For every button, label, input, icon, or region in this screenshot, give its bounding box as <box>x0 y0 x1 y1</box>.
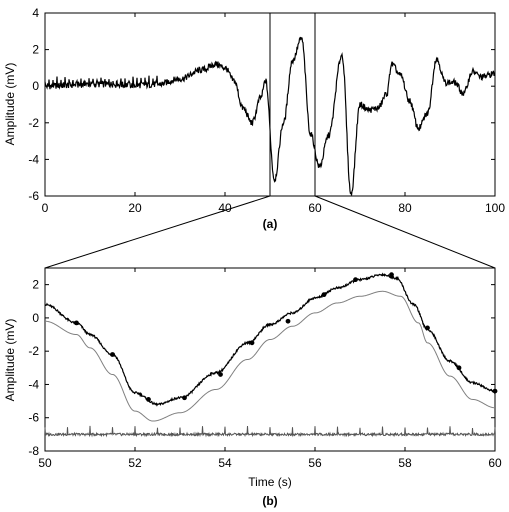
series-marker <box>456 365 462 371</box>
y-tick-label-b-1: -6 <box>28 411 39 425</box>
y-tick-label-a-0: -6 <box>28 189 39 203</box>
series-marker <box>218 372 223 377</box>
x-tick-label-b-0: 50 <box>38 456 52 470</box>
y-tick-label-b-3: -2 <box>28 344 39 358</box>
x-tick-label-a-3: 60 <box>308 201 322 215</box>
y-tick-label-b-4: 0 <box>32 311 39 325</box>
x-tick-label-a-5: 100 <box>485 201 505 215</box>
series-marker <box>492 388 498 394</box>
x-axis-label-b: Time (s) <box>248 475 292 489</box>
series-marker <box>182 395 187 401</box>
panel-label-b: (b) <box>262 494 277 508</box>
series-marker <box>74 320 79 326</box>
series-line-b-black <box>44 272 496 407</box>
x-tick-label-a-0: 0 <box>42 201 49 215</box>
plot-frame-b <box>44 267 496 452</box>
series-marker <box>425 325 430 331</box>
x-tick-label-a-4: 80 <box>398 201 412 215</box>
panel-b: 50 52 54 56 58 60 -8 -6 -4 -2 0 2 Amplitude (mV) Ti… <box>3 267 502 508</box>
y-tick-label-a-2: -2 <box>28 116 39 130</box>
series-marker <box>353 277 358 283</box>
panel-a: 0 20 40 60 80 100 -6 -4 -2 0 2 4 Amplitude (mV) (a) <box>3 6 505 231</box>
series-marker <box>146 397 151 402</box>
y-tick-label-b-5: 2 <box>32 278 39 292</box>
series-marker <box>110 352 115 357</box>
series-markers-b <box>74 272 498 402</box>
x-tick-label-b-3: 56 <box>308 456 322 470</box>
series-marker <box>389 272 394 278</box>
panel-label-a: (a) <box>263 217 278 231</box>
y-tick-label-a-4: 2 <box>32 43 39 57</box>
y-axis-label-a: Amplitude (mV) <box>3 63 17 146</box>
series-marker <box>321 292 327 298</box>
y-tick-label-b-2: -4 <box>28 377 39 391</box>
x-tick-label-b-1: 52 <box>128 456 142 470</box>
y-axis-label-b: Amplitude (mV) <box>3 319 17 402</box>
x-tick-label-b-5: 60 <box>488 456 502 470</box>
series-line-b-baseline <box>44 425 496 438</box>
y-tick-label-b-0: -8 <box>28 444 39 458</box>
series-line-b-gray <box>45 290 496 422</box>
series-marker <box>249 340 255 346</box>
x-tick-label-a-2: 40 <box>218 201 232 215</box>
y-tick-label-a-1: -4 <box>28 152 39 166</box>
y-tick-label-a-5: 4 <box>32 6 39 20</box>
series-marker <box>285 318 291 324</box>
x-tick-label-b-4: 58 <box>398 456 412 470</box>
zoom-connector-right <box>314 195 496 269</box>
ticks-b: 50 52 54 56 58 60 -8 -6 -4 -2 0 2 <box>28 268 502 470</box>
x-tick-label-b-2: 54 <box>218 456 232 470</box>
zoom-connector-left <box>44 195 271 269</box>
highlight-window <box>269 12 316 197</box>
x-tick-label-a-1: 20 <box>128 201 142 215</box>
y-tick-label-a-3: 0 <box>32 79 39 93</box>
ticks-a: 0 20 40 60 80 100 -6 -4 -2 0 2 4 <box>28 6 505 215</box>
